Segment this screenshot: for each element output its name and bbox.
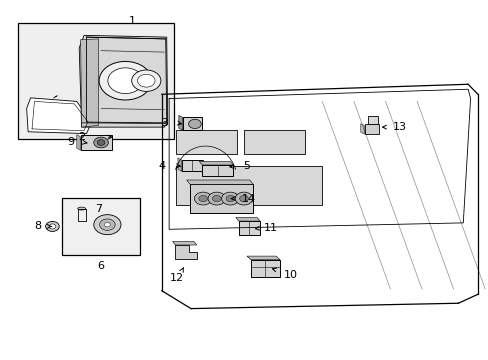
Circle shape <box>212 195 221 202</box>
Bar <box>176 166 322 205</box>
Bar <box>238 221 260 235</box>
Circle shape <box>49 224 56 229</box>
Circle shape <box>188 119 201 129</box>
Text: 11: 11 <box>264 223 278 233</box>
Text: 10: 10 <box>283 270 297 280</box>
Bar <box>62 198 140 255</box>
Circle shape <box>104 222 110 227</box>
Text: 8: 8 <box>34 221 41 231</box>
Polygon shape <box>235 217 260 221</box>
Circle shape <box>94 215 121 235</box>
Circle shape <box>137 74 155 87</box>
Circle shape <box>199 195 207 202</box>
Circle shape <box>239 195 248 202</box>
Bar <box>367 116 377 123</box>
Bar <box>202 165 233 176</box>
Circle shape <box>131 70 161 91</box>
Circle shape <box>100 219 115 230</box>
Text: 14: 14 <box>242 194 256 203</box>
Bar <box>190 184 253 213</box>
Text: 6: 6 <box>98 261 104 271</box>
Polygon shape <box>178 158 182 171</box>
Text: 13: 13 <box>392 122 406 132</box>
Bar <box>182 160 203 171</box>
Circle shape <box>194 192 211 205</box>
Polygon shape <box>27 98 91 134</box>
Text: 3: 3 <box>161 118 167 128</box>
Bar <box>176 130 237 154</box>
Text: 2: 2 <box>78 132 85 142</box>
Polygon shape <box>175 245 197 259</box>
Bar <box>183 117 202 130</box>
Circle shape <box>235 192 252 205</box>
Ellipse shape <box>78 207 85 210</box>
Polygon shape <box>172 242 197 245</box>
Text: 5: 5 <box>243 161 250 171</box>
Text: 4: 4 <box>158 161 165 171</box>
Circle shape <box>221 192 239 205</box>
Bar <box>250 260 280 277</box>
Text: 9: 9 <box>67 138 74 148</box>
Polygon shape <box>246 256 280 260</box>
Text: 7: 7 <box>95 203 102 213</box>
Bar <box>364 123 378 134</box>
Circle shape <box>99 62 151 100</box>
Circle shape <box>94 137 108 148</box>
Text: 12: 12 <box>169 273 183 283</box>
Bar <box>81 135 112 150</box>
Polygon shape <box>77 135 81 150</box>
Polygon shape <box>186 180 253 184</box>
Polygon shape <box>360 123 364 134</box>
Polygon shape <box>179 115 183 130</box>
Circle shape <box>225 195 234 202</box>
Circle shape <box>97 140 105 145</box>
Circle shape <box>207 192 225 205</box>
Circle shape <box>108 68 142 94</box>
Circle shape <box>45 221 59 231</box>
Bar <box>19 23 174 139</box>
Bar <box>244 130 305 154</box>
Text: 1: 1 <box>129 16 136 26</box>
Polygon shape <box>79 35 167 127</box>
Polygon shape <box>81 39 99 127</box>
Polygon shape <box>199 161 233 165</box>
